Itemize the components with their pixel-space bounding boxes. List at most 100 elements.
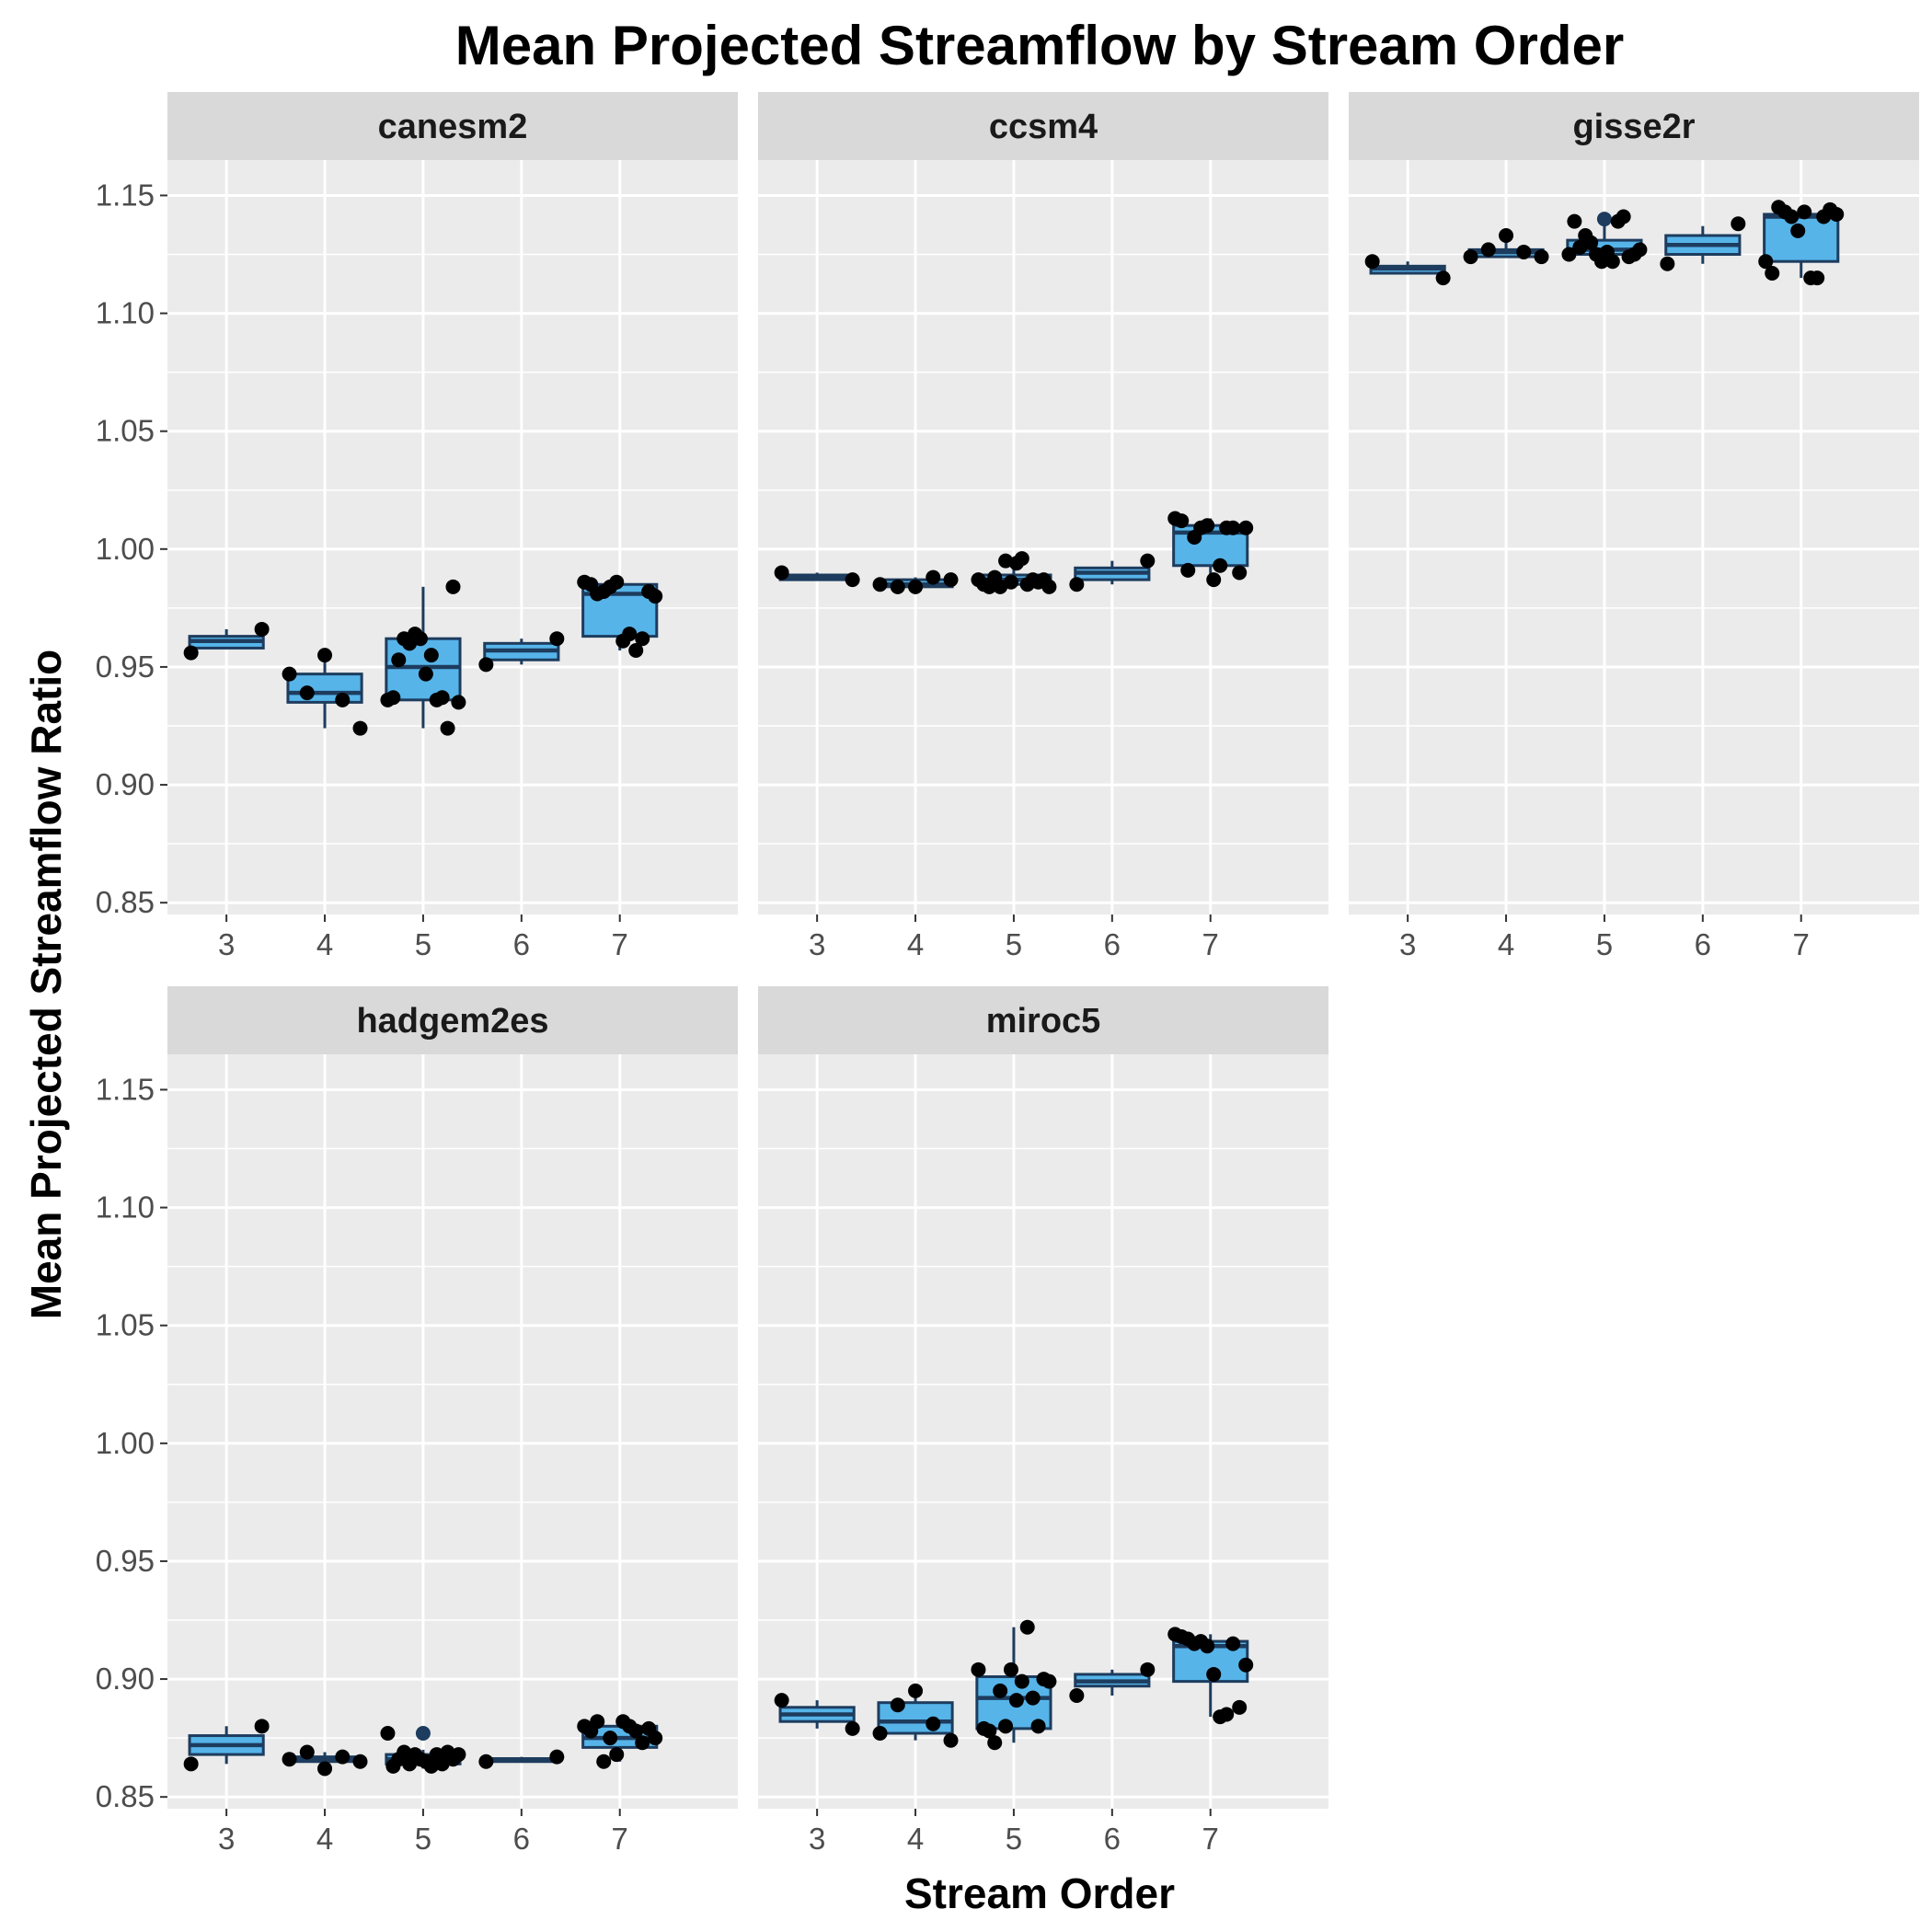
data-point <box>254 621 270 637</box>
data-point <box>1810 270 1825 286</box>
data-point <box>926 1716 941 1731</box>
x-tick-label: 4 <box>1498 927 1514 961</box>
data-point <box>352 1754 368 1769</box>
data-point <box>391 652 407 668</box>
x-tick-label: 3 <box>1399 927 1416 961</box>
x-tick-label: 6 <box>513 1822 530 1856</box>
y-axis-title: Mean Projected Streamflow Ratio <box>22 650 70 1320</box>
y-tick-label: 0.95 <box>96 1544 155 1578</box>
y-tick-label: 1.05 <box>96 1308 155 1342</box>
data-point <box>609 1747 625 1763</box>
data-point <box>635 631 650 647</box>
x-tick-label: 4 <box>907 1822 924 1856</box>
data-point <box>872 1726 888 1741</box>
facet-ccsm4: ccsm4 3 4 5 6 7 <box>758 92 1328 961</box>
data-point <box>628 1723 644 1739</box>
data-point <box>890 579 905 594</box>
x-tick-label: 3 <box>218 1822 235 1856</box>
data-point <box>1790 223 1806 238</box>
data-point <box>434 690 450 706</box>
data-point <box>1758 254 1774 270</box>
data-point <box>648 589 663 604</box>
data-point <box>943 1732 959 1748</box>
facet-strip <box>758 92 1328 160</box>
facet-label: miroc5 <box>986 1002 1101 1041</box>
facet-canesm2: canesm2 0.85 0.90 0.95 1.00 1.05 1.10 1.15 3 4 5 6 7 <box>96 92 738 961</box>
data-point <box>998 1719 1014 1734</box>
data-point <box>549 1749 565 1765</box>
data-point <box>845 572 860 588</box>
data-point <box>590 1714 605 1730</box>
data-point <box>1238 1657 1254 1673</box>
data-point <box>1213 558 1228 573</box>
data-point <box>335 1749 351 1765</box>
data-point <box>1140 1662 1156 1677</box>
facet-label: hadgem2es <box>356 1002 548 1041</box>
x-tick-label: 5 <box>1006 1822 1022 1856</box>
data-point <box>993 1683 1008 1698</box>
x-tick-label: 7 <box>612 1822 628 1856</box>
data-point <box>418 666 433 682</box>
facet-strip <box>1349 92 1919 160</box>
y-tick-label: 1.10 <box>96 296 155 330</box>
data-point <box>335 692 351 707</box>
data-point <box>1219 1707 1235 1722</box>
data-point <box>1232 565 1248 581</box>
data-point <box>1180 562 1196 578</box>
panel-background <box>167 1054 738 1809</box>
y-tick-label: 1.15 <box>96 178 155 212</box>
data-point <box>380 1726 396 1741</box>
facet-label: canesm2 <box>378 108 528 146</box>
data-point <box>445 579 461 594</box>
data-point <box>1616 209 1631 224</box>
x-tick-label: 6 <box>1104 1822 1121 1856</box>
x-axis-title: Stream Order <box>904 1869 1175 1917</box>
data-point <box>1041 579 1057 594</box>
data-point <box>596 1754 612 1769</box>
data-point <box>943 572 959 588</box>
data-point <box>628 643 644 658</box>
panel-background <box>1349 160 1919 914</box>
data-point <box>1829 206 1845 222</box>
data-point <box>282 666 297 682</box>
data-point <box>317 1761 333 1777</box>
x-tick-label: 6 <box>1104 927 1121 961</box>
x-tick-label: 7 <box>1793 927 1810 961</box>
box-iqr <box>877 1701 954 1735</box>
x-tick-label: 3 <box>809 927 825 961</box>
facet-gisse2r: gisse2r 3 4 5 6 7 <box>1349 92 1919 961</box>
data-point <box>1225 520 1241 535</box>
y-tick-label: 0.90 <box>96 767 155 801</box>
data-point <box>872 577 888 592</box>
data-point <box>1604 254 1620 270</box>
data-point <box>622 627 638 642</box>
data-point <box>1003 1662 1018 1677</box>
data-point <box>1030 1719 1046 1734</box>
data-point <box>1206 572 1222 588</box>
data-point <box>1238 520 1254 535</box>
data-point <box>845 1720 860 1736</box>
data-point <box>774 565 789 581</box>
x-tick-label: 3 <box>218 927 235 961</box>
data-point <box>1797 204 1812 220</box>
chart-title: Mean Projected Streamflow by Stream Orde… <box>455 15 1624 76</box>
x-tick-label: 3 <box>809 1822 825 1856</box>
data-point <box>1008 1693 1024 1708</box>
data-point <box>451 1747 466 1763</box>
data-point <box>299 685 315 701</box>
data-point <box>971 1662 986 1677</box>
y-tick-label: 0.85 <box>96 1779 155 1813</box>
x-tick-label: 4 <box>907 927 924 961</box>
data-point <box>1041 1673 1057 1689</box>
data-point <box>1200 518 1215 534</box>
data-point <box>908 579 924 594</box>
data-point <box>890 1697 905 1713</box>
data-point <box>1174 513 1190 529</box>
data-point <box>1003 574 1018 590</box>
data-point <box>183 1756 199 1772</box>
data-point <box>1583 235 1599 250</box>
y-tick-label: 1.00 <box>96 532 155 566</box>
x-tick-label: 5 <box>1596 927 1613 961</box>
data-point <box>1014 1673 1029 1689</box>
x-tick-label: 4 <box>316 927 333 961</box>
